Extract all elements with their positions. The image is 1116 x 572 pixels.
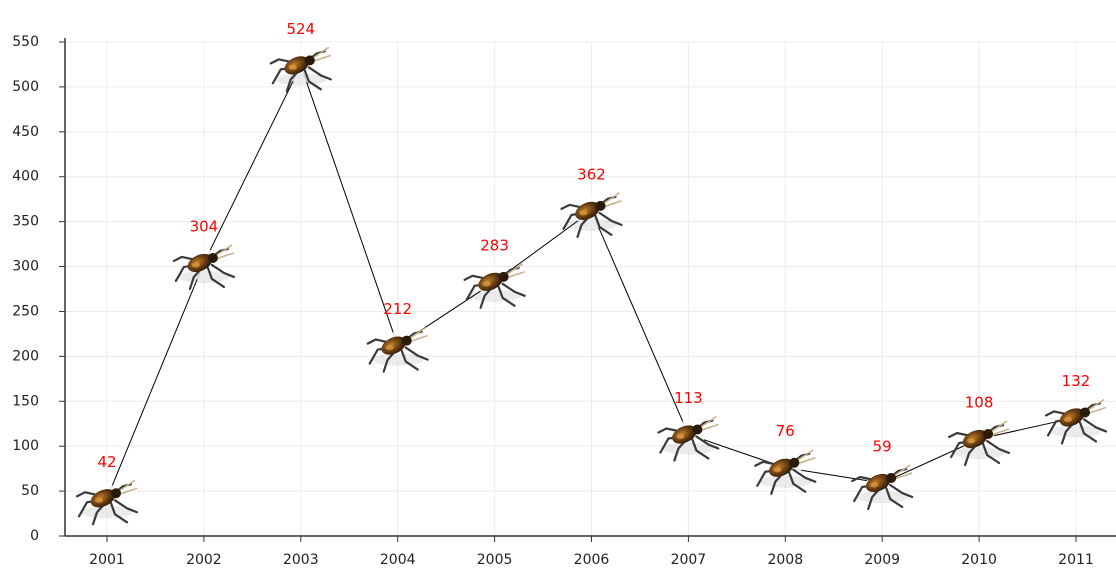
point-marker (852, 465, 912, 509)
point-marker (368, 328, 428, 372)
value-label: 283 (480, 236, 509, 254)
y-tick-label: 400 (12, 169, 39, 185)
y-tick-label: 200 (12, 348, 39, 364)
point-marker (949, 421, 1009, 465)
y-tick-label: 150 (12, 393, 39, 409)
x-tick-label: 2006 (574, 552, 610, 568)
y-tick-label: 350 (12, 214, 39, 230)
value-label: 42 (97, 453, 116, 471)
chart: 0 50 100 150 200 250 300 350 400 450 500 550 2001 200… (0, 0, 1116, 572)
point-marker (77, 480, 137, 524)
y-tick-label: 500 (12, 79, 39, 95)
grid (65, 42, 1116, 536)
x-tick-label: 2005 (477, 552, 513, 568)
point-marker (465, 264, 525, 308)
x-tick-label: 2002 (186, 552, 222, 568)
value-label: 132 (1062, 372, 1091, 390)
y-tick-label: 300 (12, 259, 39, 275)
point-marker (271, 47, 331, 91)
x-tick-label: 2008 (767, 552, 803, 568)
point-marker (1046, 399, 1106, 443)
x-tick-label: 2007 (671, 552, 707, 568)
x-tick-label: 2001 (89, 552, 125, 568)
value-label: 108 (965, 393, 994, 411)
y-tick-label: 250 (12, 303, 39, 319)
value-label: 524 (286, 20, 315, 38)
value-label: 212 (383, 300, 412, 318)
value-label: 362 (577, 165, 606, 183)
x-tick-label: 2010 (961, 552, 997, 568)
x-tick-label: 2004 (380, 552, 416, 568)
point-marker (562, 193, 622, 237)
x-tick-label: 2003 (283, 552, 319, 568)
point-marker (755, 450, 815, 494)
value-label: 76 (776, 422, 795, 440)
value-label: 59 (873, 438, 892, 456)
x-tick-label: 2009 (864, 552, 900, 568)
y-tick-label: 450 (12, 124, 39, 140)
y-tick-label: 50 (21, 483, 39, 499)
value-label: 113 (674, 389, 703, 407)
value-label: 304 (190, 217, 219, 235)
y-tick-label: 100 (12, 438, 39, 454)
x-tick-label: 2011 (1058, 552, 1094, 568)
point-marker (658, 417, 718, 461)
y-tick-label: 550 (12, 34, 39, 50)
y-tick-label: 0 (30, 528, 39, 544)
